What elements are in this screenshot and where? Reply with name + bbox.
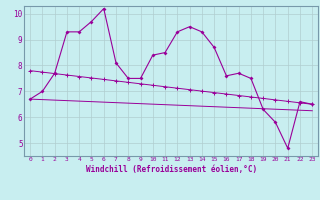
X-axis label: Windchill (Refroidissement éolien,°C): Windchill (Refroidissement éolien,°C) xyxy=(86,165,257,174)
